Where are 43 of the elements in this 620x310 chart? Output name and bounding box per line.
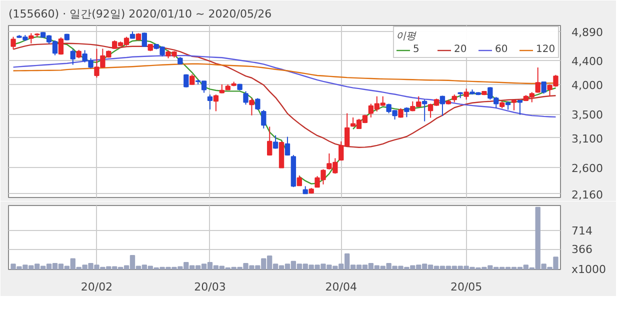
y-tick-label: x1000 — [572, 263, 606, 276]
y-tick-label: 4,000 — [572, 78, 603, 92]
y-tick-label: 3,500 — [572, 108, 603, 122]
candlestick — [440, 95, 446, 116]
candlestick — [249, 98, 254, 116]
y-tick-label: 4,890 — [572, 26, 603, 39]
candlestick — [142, 32, 147, 48]
x-tick-label: 20/04 — [325, 280, 357, 294]
legend-label: 20 — [454, 44, 468, 55]
candlestick — [184, 74, 189, 88]
candlestick — [296, 174, 302, 186]
y-tick-label: 2,160 — [572, 188, 603, 202]
candlestick — [535, 66, 540, 94]
candlestick — [70, 48, 76, 66]
candlestick — [243, 90, 248, 106]
candlestick — [511, 99, 517, 111]
x-tick-label: 20/05 — [450, 280, 482, 294]
chart-title: (155660) · 일간(92일) 2020/01/10 ~ 2020/05/26 — [8, 8, 272, 20]
candlestick — [207, 94, 213, 110]
candlestick — [58, 36, 64, 56]
candlestick — [284, 136, 290, 156]
y-tick-label: 714 — [572, 224, 592, 238]
legend-label: 5 — [413, 44, 420, 55]
candlestick — [517, 100, 523, 116]
legend-label: 120 — [536, 44, 556, 55]
y-tick-label: 3,100 — [572, 132, 603, 146]
x-tick-label: 20/03 — [194, 280, 226, 294]
y-tick-label: 366 — [572, 243, 592, 256]
legend-title: 이평 — [396, 30, 418, 43]
y-tick-label: 2,600 — [572, 162, 603, 176]
legend-label: 60 — [495, 44, 509, 55]
candlestick — [541, 81, 546, 94]
candlestick — [422, 99, 428, 122]
candlestick — [267, 126, 272, 156]
candlestick — [10, 36, 16, 50]
candlestick — [28, 32, 34, 44]
candlestick — [464, 88, 469, 100]
candlestick — [272, 134, 278, 150]
candlestick — [255, 98, 260, 111]
x-tick-label: 20/02 — [80, 280, 113, 294]
y-tick-label: 4,400 — [572, 55, 603, 68]
candlestick — [261, 110, 266, 129]
candlestick — [213, 94, 219, 112]
